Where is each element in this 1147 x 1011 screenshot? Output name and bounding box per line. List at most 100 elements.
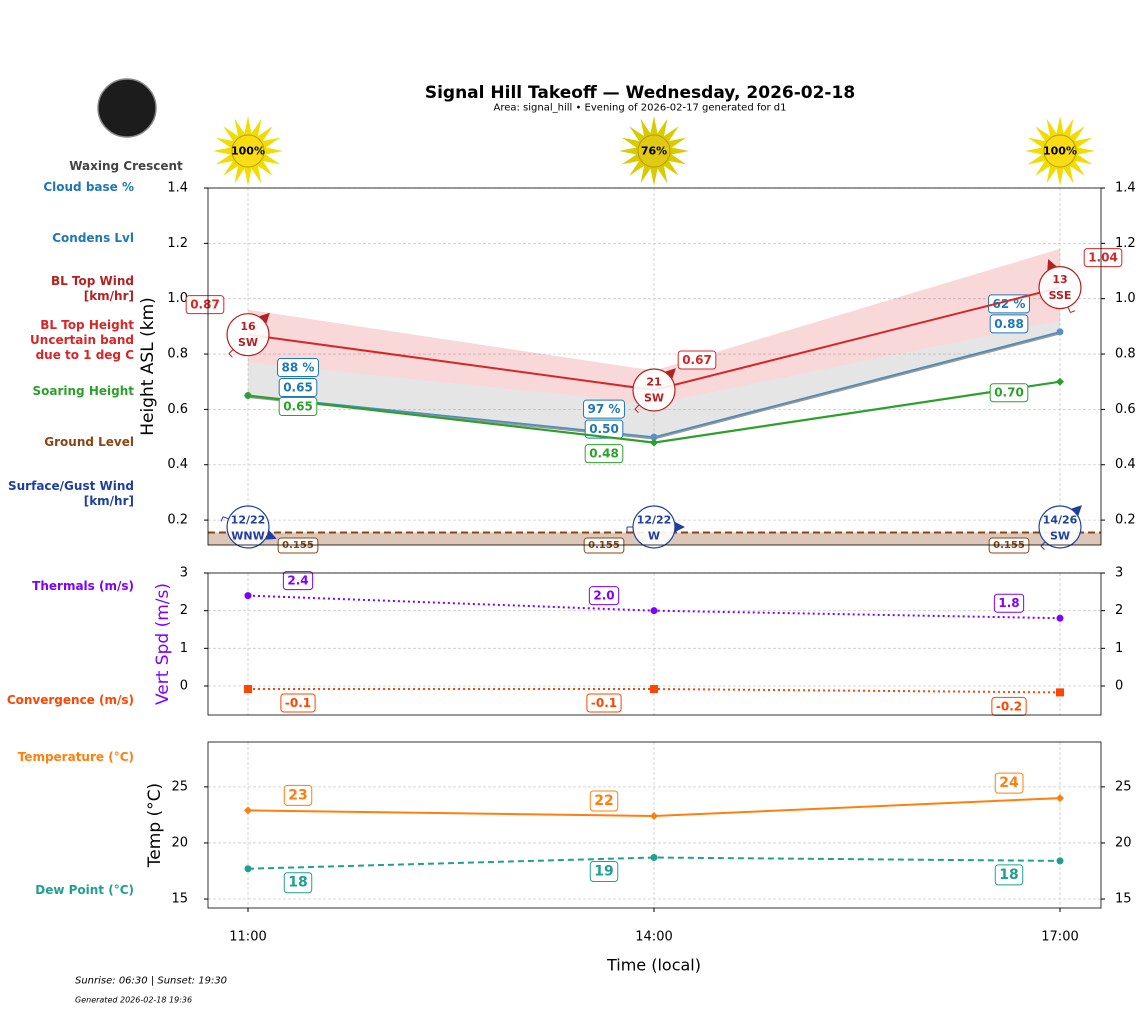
label-box [993,593,1025,613]
label-box [589,861,619,883]
value-label: 97 % [583,399,625,419]
y-tick-label: 0.2 [167,513,188,528]
legend-entry: Soaring Height [32,384,135,398]
y-axis-title: Vert Spd (m/s) [153,583,173,705]
moon-icon [97,78,157,138]
label-box [991,696,1027,716]
surface-wind-dir: W [648,530,660,543]
y-tick-label-right: 1.4 [1115,181,1136,196]
sun-disc [1043,134,1077,168]
y-tick-label-right: 0.4 [1115,457,1136,472]
legend-entry: Convergence (m/s) [6,693,134,707]
value-label-text: 97 % [588,402,621,416]
value-label-text: 0.65 [283,381,313,395]
y-tick-label-right: 0.8 [1115,347,1136,362]
marker [650,685,658,694]
value-label: 0.155 [277,537,319,554]
value-label-text: 62 % [993,297,1026,311]
uncertainty-band [248,248,1060,404]
y-tick-label: 15 [171,892,188,907]
label-box [283,784,313,806]
value-label-text: 1.8 [998,596,1019,610]
marker [1056,614,1064,622]
wind-tail [1040,545,1045,550]
value-label: -0.1 [280,693,316,713]
y-tick-label-right: 20 [1115,835,1132,850]
wind-arrow [1071,505,1082,516]
plot-frame [207,572,1102,716]
legend-entry: Cloud base % [43,180,134,194]
marker [1056,328,1064,336]
value-label: 22 [589,790,619,812]
y-tick-label-right: 1.2 [1115,236,1136,251]
value-label: 19 [589,861,619,883]
value-label-text: 2.4 [287,574,308,588]
value-label: 88 % [277,358,319,378]
y-tick-label-right: 1 [1115,641,1123,656]
sun-label: 100% [1043,145,1077,158]
wind-tail [634,404,640,410]
y-tick-label-right: 0.2 [1115,513,1136,528]
legend-entry: Temperature (°C) [17,750,134,764]
subtitle: Area: signal_hill • Evening of 2026-02-1… [493,103,786,114]
value-label: 62 % [988,294,1030,314]
y-tick-label-right: 2 [1115,603,1123,618]
value-label: 0.70 [989,383,1029,403]
y-tick-label-right: 3 [1115,566,1123,581]
label-box [1083,248,1123,268]
surface-wind-speed: 12/22 [231,514,266,527]
value-label-text: 2.0 [593,589,614,603]
label-box [278,378,318,398]
y-tick-label: 20 [171,835,188,850]
title: Signal Hill Takeoff — Wednesday, 2026-02… [425,83,855,103]
value-label: 1.04 [1083,248,1123,268]
value-label-text: 0.88 [994,317,1024,331]
value-label-text: 0.155 [282,540,314,551]
marker [244,865,252,873]
marker [650,812,658,821]
value-label-text: 23 [288,787,307,803]
value-label-text: 0.70 [994,386,1024,400]
x-tick-label: 17:00 [1041,930,1078,945]
legend-entry: BL Top Height Uncertain band due to 1 de… [30,318,134,362]
value-label: 2.0 [588,586,620,606]
wind-arrow [1047,258,1057,271]
label-box [280,693,316,713]
surface-wind-circle [1038,505,1082,549]
y-tick-label: 1.4 [167,181,188,196]
y-tick-label-right: 1.0 [1115,291,1136,306]
legend-entry: Surface/Gust Wind [km/hr] [8,479,134,508]
y-axis-title: Temp (°C) [145,783,165,868]
value-label: 0.67 [677,350,717,370]
x-axis-title: Time (local) [606,956,701,975]
x-tick-label: 11:00 [229,930,266,945]
value-label: 0.65 [278,378,318,398]
value-label: -0.1 [586,693,622,713]
legend-entry: Dew Point (°C) [35,883,134,897]
bl-wind-speed: 21 [646,376,661,389]
value-label-text: 22 [594,793,613,809]
y-tick-label-right: 0 [1115,678,1123,693]
value-label-text: -0.2 [996,699,1022,713]
marker [650,607,658,615]
y-tick-label-right: 15 [1115,892,1132,907]
bl-wind-dir: SSE [1049,289,1072,302]
sun-disc [231,134,265,168]
marker [1056,794,1064,803]
marker [244,391,252,400]
y-tick-label: 1.0 [167,291,188,306]
y-axis-title: Height ASL (km) [138,297,158,436]
label-box [583,399,625,419]
plot-frame [207,187,1102,546]
y-tick-label: 2 [180,603,188,618]
marker [1056,377,1064,386]
value-label: 0.155 [583,537,625,554]
marker [244,685,252,694]
label-box [278,397,318,417]
bl-wind-circle [1038,266,1082,310]
value-label-text: -0.1 [285,696,311,710]
bl-wind-speed: 13 [1052,273,1067,286]
value-label-text: 88 % [282,361,315,375]
